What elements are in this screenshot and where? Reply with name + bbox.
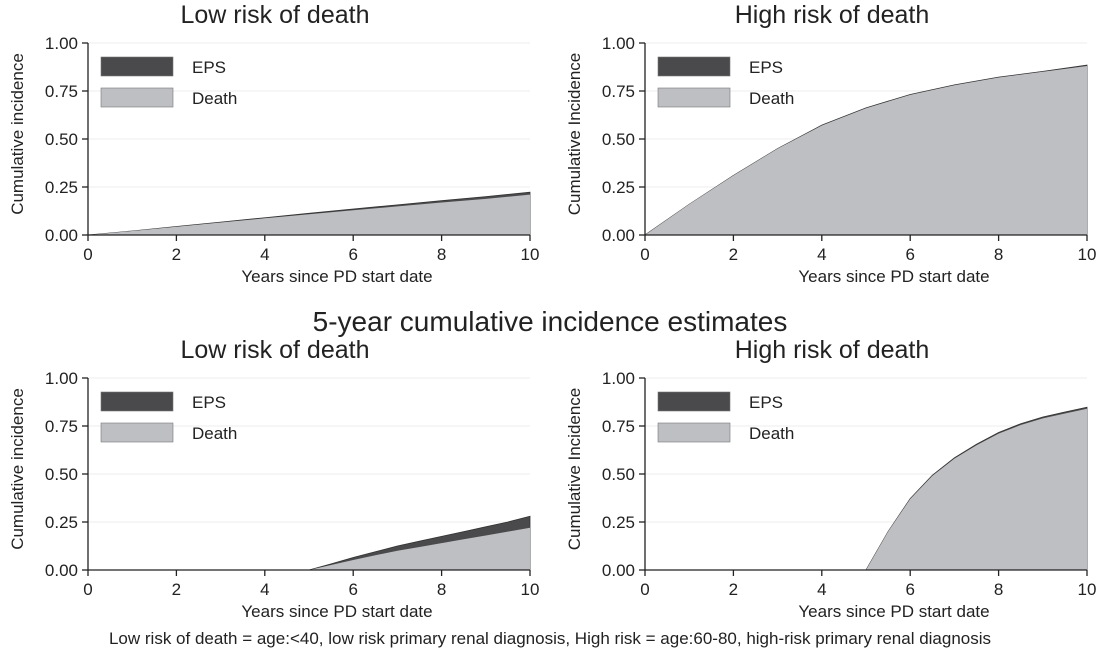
y-tick-label: 1.00 xyxy=(602,369,635,388)
legend-label-eps: EPS xyxy=(749,58,783,77)
x-tick-label: 8 xyxy=(437,580,446,599)
x-axis-label: Years since PD start date xyxy=(798,267,989,286)
legend-label-eps: EPS xyxy=(192,58,226,77)
y-tick-label: 1.00 xyxy=(45,34,78,53)
y-tick-label: 0.00 xyxy=(602,561,635,580)
x-tick-label: 2 xyxy=(729,245,738,264)
x-tick-label: 2 xyxy=(729,580,738,599)
legend-label-eps: EPS xyxy=(192,393,226,412)
x-tick-label: 0 xyxy=(640,245,649,264)
x-tick-label: 4 xyxy=(260,580,269,599)
x-tick-label: 10 xyxy=(521,580,540,599)
legend-swatch-death xyxy=(100,87,174,108)
chart-top-right: 0.00 0.25 0.50 0.75 1.00 0 2 4 6 8 10 Years since P… xyxy=(565,34,1097,286)
y-tick-label: 0.50 xyxy=(45,130,78,149)
y-tick-label: 0.25 xyxy=(45,513,78,532)
legend-label-death: Death xyxy=(192,424,237,443)
legend-swatch-eps xyxy=(100,391,174,412)
x-axis-label: Years since PD start date xyxy=(798,602,989,621)
y-tick-label: 0.50 xyxy=(602,130,635,149)
y-axis-label: Cumulative incidence xyxy=(8,53,27,215)
y-tick-label: 0.00 xyxy=(45,561,78,580)
legend-swatch-death xyxy=(100,422,174,443)
area-death xyxy=(88,527,530,570)
legend-label-death: Death xyxy=(749,89,794,108)
legend-swatch-eps xyxy=(100,56,174,77)
area-death xyxy=(645,408,1087,570)
area-death xyxy=(88,194,530,235)
x-tick-label: 6 xyxy=(348,245,357,264)
legend-swatch-eps xyxy=(657,56,731,77)
panel-bottom-left: Low risk of death 0.00 0.25 0.50 0.75 1.00 0 2… xyxy=(0,335,550,625)
chart-bottom-right: 0.00 0.25 0.50 0.75 1.00 0 2 4 6 8 10 Years since P… xyxy=(565,369,1097,621)
x-axis-label: Years since PD start date xyxy=(241,267,432,286)
section-title: 5-year cumulative incidence estimates xyxy=(312,306,788,337)
panel-top-left: Low risk of death 0.00 0.25 0.50 0.75 1.00 0 2… xyxy=(0,0,550,290)
x-tick-label: 8 xyxy=(994,580,1003,599)
x-tick-label: 2 xyxy=(172,580,181,599)
x-tick-label: 6 xyxy=(905,245,914,264)
chart-top-left: 0.00 0.25 0.50 0.75 1.00 0 2 4 6 8 10 Years since P… xyxy=(8,34,540,286)
legend-label-eps: EPS xyxy=(749,393,783,412)
y-axis-label: Cumulative Incidence xyxy=(565,53,584,216)
x-axis-label: Years since PD start date xyxy=(241,602,432,621)
legend-label-death: Death xyxy=(749,424,794,443)
y-tick-label: 0.00 xyxy=(602,226,635,245)
y-tick-label: 0.75 xyxy=(45,417,78,436)
y-tick-label: 0.50 xyxy=(45,465,78,484)
panel-title: Low risk of death xyxy=(180,1,370,29)
y-tick-label: 0.75 xyxy=(602,82,635,101)
y-axis-label: Cumulative incidence xyxy=(8,388,27,550)
x-tick-label: 2 xyxy=(172,245,181,264)
x-tick-label: 8 xyxy=(437,245,446,264)
y-tick-label: 1.00 xyxy=(602,34,635,53)
legend-swatch-eps xyxy=(657,391,731,412)
y-tick-label: 1.00 xyxy=(45,369,78,388)
y-axis-label: Cumulative Incidence xyxy=(565,388,584,551)
footnote: Low risk of death = age:<40, low risk pr… xyxy=(108,629,992,648)
y-tick-label: 0.00 xyxy=(45,226,78,245)
y-tick-label: 0.75 xyxy=(602,417,635,436)
x-tick-label: 10 xyxy=(521,245,540,264)
panel-title: Low risk of death xyxy=(180,336,370,364)
x-tick-label: 4 xyxy=(260,245,269,264)
x-tick-label: 10 xyxy=(1078,245,1097,264)
panel-top-right: High risk of death 0.00 0.25 0.50 0.75 1.00 0… xyxy=(557,0,1100,290)
y-tick-label: 0.25 xyxy=(45,178,78,197)
legend-label-death: Death xyxy=(192,89,237,108)
chart-bottom-left: 0.00 0.25 0.50 0.75 1.00 0 2 4 6 8 10 Years since P… xyxy=(8,369,540,621)
area-death xyxy=(645,66,1087,235)
y-tick-label: 0.25 xyxy=(602,178,635,197)
x-tick-label: 0 xyxy=(640,580,649,599)
y-tick-label: 0.50 xyxy=(602,465,635,484)
x-tick-label: 6 xyxy=(905,580,914,599)
x-tick-label: 8 xyxy=(994,245,1003,264)
x-tick-label: 4 xyxy=(817,580,826,599)
y-tick-label: 0.25 xyxy=(602,513,635,532)
y-tick-label: 0.75 xyxy=(45,82,78,101)
x-tick-label: 4 xyxy=(817,245,826,264)
panel-title: High risk of death xyxy=(734,1,930,29)
x-tick-label: 0 xyxy=(83,580,92,599)
x-tick-label: 10 xyxy=(1078,580,1097,599)
x-tick-label: 6 xyxy=(348,580,357,599)
x-tick-label: 0 xyxy=(83,245,92,264)
panel-title: High risk of death xyxy=(734,336,930,364)
legend-swatch-death xyxy=(657,422,731,443)
legend-swatch-death xyxy=(657,87,731,108)
panel-bottom-right: High risk of death 0.00 0.25 0.50 0.75 1.00 0… xyxy=(557,335,1100,625)
